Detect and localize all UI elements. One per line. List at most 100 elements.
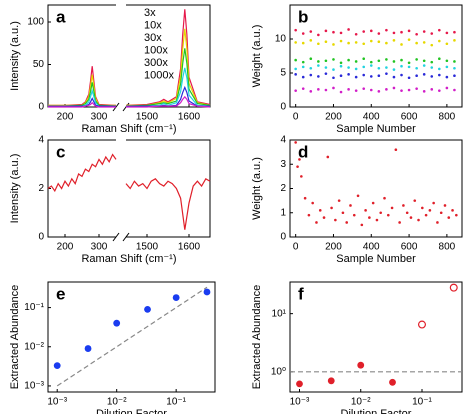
- point: [354, 32, 358, 36]
- point: [402, 204, 405, 207]
- point: [362, 30, 366, 33]
- point: [309, 30, 313, 33]
- point: [430, 60, 434, 64]
- point: [422, 41, 426, 44]
- point: [400, 43, 403, 46]
- point: [400, 89, 403, 92]
- point: [332, 58, 335, 61]
- y-tick-label: 100: [27, 17, 44, 28]
- point: [445, 31, 449, 35]
- point: [354, 67, 358, 71]
- point: [301, 87, 305, 90]
- point: [385, 58, 388, 61]
- point: [307, 213, 311, 217]
- point: [385, 72, 388, 75]
- point: [438, 89, 441, 92]
- point: [400, 73, 403, 77]
- legend-entry: 100x: [144, 44, 168, 56]
- point: [339, 39, 343, 43]
- panel-label: f: [298, 284, 304, 303]
- point: [301, 75, 305, 79]
- plot-frame: [289, 281, 463, 393]
- panel-label: e: [56, 284, 65, 303]
- point: [385, 88, 388, 91]
- point: [438, 67, 441, 71]
- point: [301, 60, 305, 64]
- y-axis-label: Extracted Abundance: [251, 285, 263, 390]
- point: [385, 41, 388, 45]
- point: [453, 30, 456, 34]
- x-tick-label: 0: [293, 112, 299, 123]
- point: [445, 65, 449, 69]
- x-axis-label: Raman Shift (cm⁻¹): [81, 253, 176, 265]
- point: [407, 38, 411, 41]
- point: [422, 73, 426, 76]
- point: [422, 59, 426, 63]
- point: [455, 213, 458, 217]
- line: [126, 67, 211, 107]
- y-axis-label: Weight (a.u.): [251, 157, 263, 220]
- point: [345, 221, 349, 224]
- point: [438, 73, 441, 77]
- point: [415, 87, 418, 90]
- point: [428, 209, 432, 212]
- point: [432, 201, 435, 205]
- point: [430, 66, 434, 69]
- point: [422, 64, 426, 67]
- x-tick-label: 200: [57, 112, 74, 123]
- x-axis-label: Sample Number: [336, 253, 416, 265]
- x-tick-label: 10⁻³: [290, 397, 310, 408]
- point: [407, 29, 411, 33]
- point: [317, 33, 320, 37]
- point: [369, 39, 373, 43]
- point: [294, 41, 297, 44]
- point: [438, 28, 441, 32]
- point: [296, 380, 303, 388]
- y-tick-label: 0: [38, 232, 44, 243]
- point: [400, 30, 403, 34]
- point: [53, 362, 61, 370]
- point: [453, 60, 456, 63]
- point: [377, 66, 381, 70]
- point: [326, 155, 330, 159]
- point: [303, 196, 307, 200]
- point: [415, 41, 418, 45]
- point: [332, 30, 335, 34]
- point: [354, 75, 358, 79]
- point: [203, 288, 211, 296]
- point: [318, 209, 322, 212]
- point: [386, 213, 390, 217]
- y-tick-label: 0: [280, 232, 286, 243]
- point: [347, 28, 350, 31]
- y-tick-label: 10⁰: [271, 366, 286, 377]
- y-tick-label: 10⁻²: [24, 341, 44, 352]
- point: [311, 201, 314, 205]
- x-axis-label: Raman Shift (cm⁻¹): [81, 123, 176, 135]
- x-tick-label: 200: [325, 242, 342, 253]
- point: [417, 218, 420, 222]
- point: [375, 218, 379, 222]
- point: [362, 65, 366, 69]
- point: [339, 64, 343, 68]
- line: [48, 66, 117, 106]
- point: [405, 211, 409, 215]
- point: [332, 68, 335, 71]
- point: [322, 216, 326, 219]
- point: [392, 39, 396, 42]
- point: [362, 42, 366, 46]
- x-tick-label: 200: [325, 112, 342, 123]
- point: [445, 42, 449, 46]
- x-tick-label: 1500: [136, 242, 159, 253]
- point: [332, 43, 335, 46]
- point: [407, 65, 411, 69]
- point: [309, 39, 313, 42]
- line: [125, 48, 211, 107]
- x-tick-label: 1600: [178, 242, 201, 253]
- x-axis-label: Dilution Factor: [96, 408, 167, 414]
- x-tick-label: 10⁻²: [351, 397, 371, 408]
- point: [413, 199, 417, 202]
- point: [309, 57, 313, 61]
- point: [324, 59, 328, 63]
- axis-break-gap: [116, 105, 126, 109]
- point: [377, 32, 381, 35]
